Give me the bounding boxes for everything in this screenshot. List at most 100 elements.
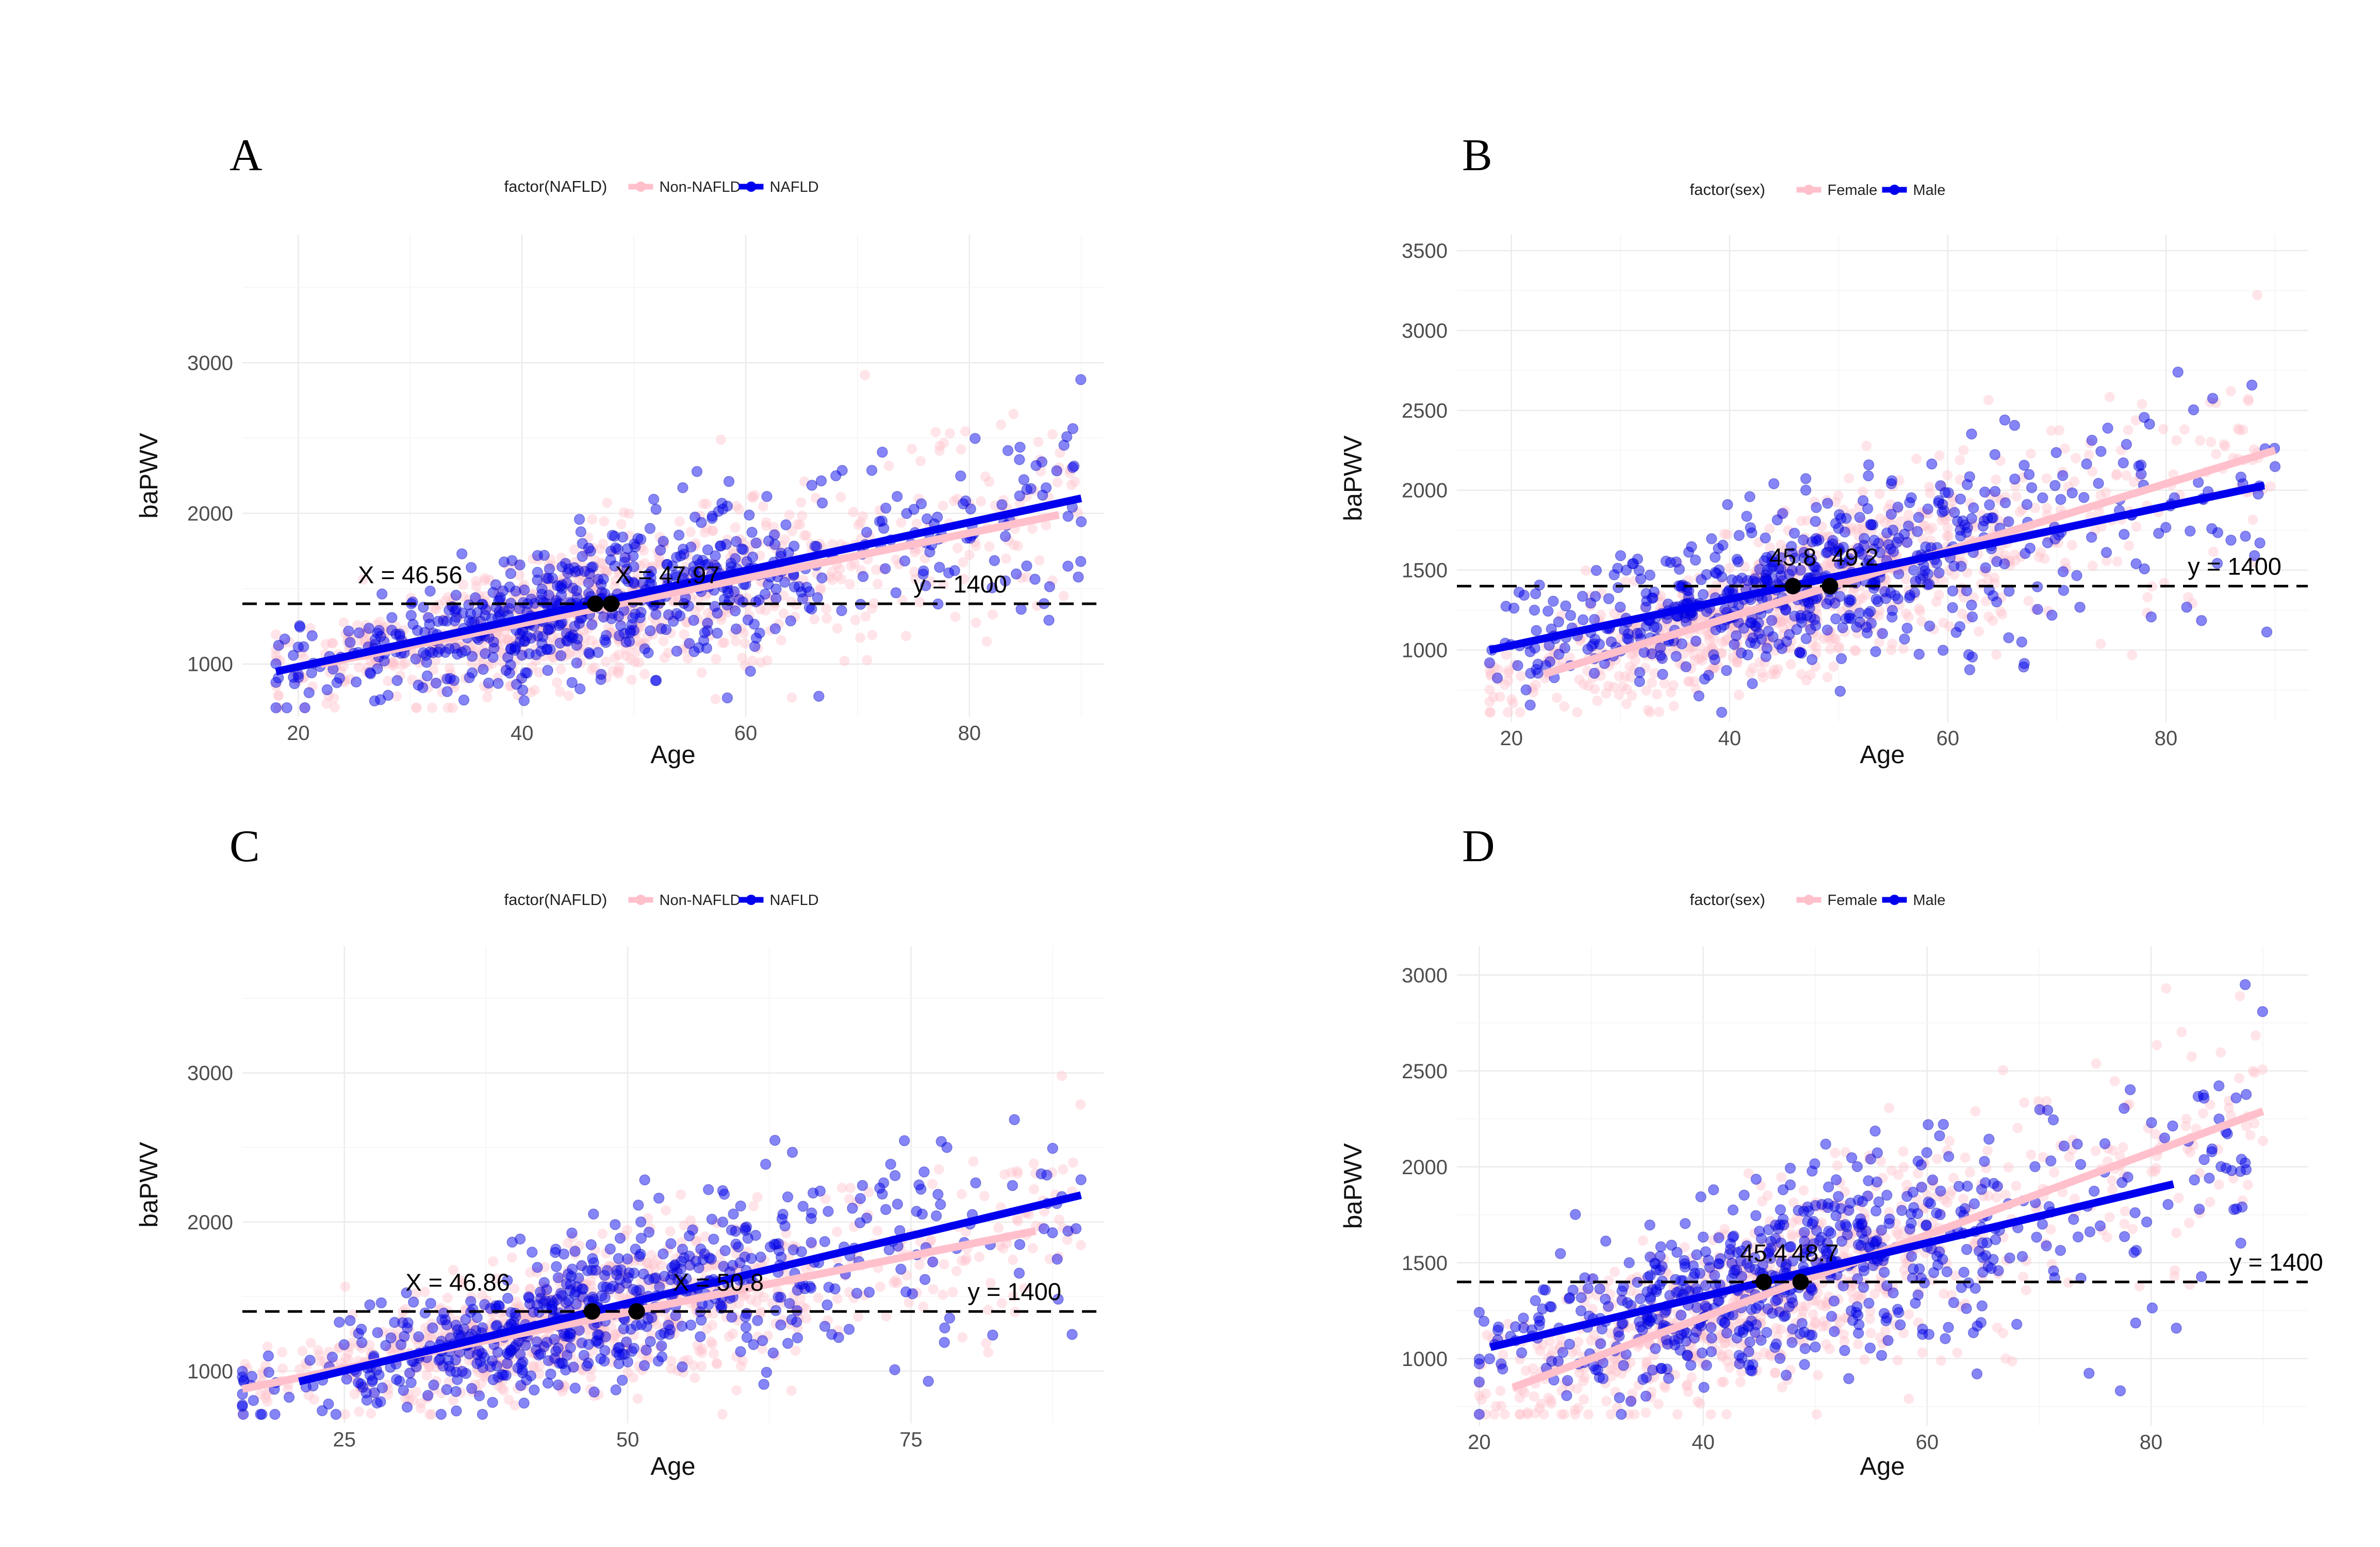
data-point: [1041, 1169, 1053, 1181]
data-point: [581, 573, 592, 584]
data-point: [1029, 573, 1041, 585]
data-point: [679, 629, 690, 640]
data-point: [821, 603, 832, 614]
data-point: [1717, 637, 1728, 648]
data-point: [1058, 1164, 1069, 1175]
data-point: [2095, 446, 2107, 457]
data-point: [1892, 1355, 1903, 1365]
data-point: [813, 1292, 824, 1303]
data-point: [587, 514, 598, 525]
intersection-point: [1784, 578, 1801, 595]
data-point: [1913, 648, 1925, 660]
data-point: [900, 1286, 912, 1297]
data-point: [488, 638, 499, 649]
data-point: [762, 655, 773, 666]
data-point: [2020, 548, 2031, 559]
data-point: [1899, 633, 1910, 645]
data-point: [610, 542, 621, 554]
data-point: [563, 563, 575, 575]
data-point: [277, 1363, 288, 1374]
data-point: [538, 627, 549, 637]
data-point: [376, 588, 388, 600]
data-point: [752, 1315, 763, 1326]
data-point: [288, 671, 299, 683]
data-point: [2057, 566, 2069, 578]
data-point: [1000, 553, 1011, 564]
data-point: [1491, 672, 1503, 684]
data-point: [836, 574, 847, 585]
data-point: [712, 607, 723, 619]
data-point: [939, 1322, 950, 1334]
data-point: [309, 1394, 320, 1405]
data-point: [733, 504, 744, 515]
x-tick-label: 20: [1500, 727, 1523, 750]
data-point: [449, 640, 460, 651]
data-point: [609, 610, 620, 621]
data-point: [811, 540, 823, 552]
data-point: [758, 577, 769, 588]
data-point: [1813, 1370, 1824, 1380]
data-point: [934, 440, 945, 451]
data-point: [498, 1370, 510, 1381]
data-point: [788, 540, 800, 552]
data-point: [523, 1292, 535, 1304]
data-point: [2011, 491, 2022, 502]
data-point: [632, 622, 643, 633]
data-point: [338, 1339, 350, 1351]
data-point: [367, 1374, 378, 1386]
data-point: [717, 1216, 729, 1228]
data-point: [630, 1243, 641, 1255]
data-point: [616, 1374, 628, 1386]
data-point: [569, 545, 580, 555]
data-point: [746, 526, 758, 538]
data-point: [1601, 688, 1612, 699]
data-point: [372, 1327, 383, 1339]
data-point: [330, 1408, 342, 1420]
data-point: [1641, 685, 1652, 696]
data-point: [834, 564, 845, 574]
data-point: [481, 597, 491, 608]
data-point: [928, 1284, 939, 1295]
data-point: [910, 547, 921, 557]
x-tick-label: 20: [287, 722, 310, 745]
data-point: [720, 538, 732, 550]
data-point: [1925, 488, 1935, 499]
data-point: [1073, 571, 1084, 583]
data-point: [1560, 600, 1571, 612]
data-point: [2046, 610, 2058, 621]
data-point: [569, 588, 580, 599]
data-point: [880, 1204, 892, 1215]
data-point: [1886, 605, 1898, 616]
data-point: [2021, 1285, 2031, 1295]
data-point: [344, 632, 355, 643]
data-point: [944, 1312, 956, 1324]
data-point: [785, 615, 796, 627]
data-point: [782, 1191, 794, 1203]
data-point: [2021, 499, 2033, 511]
data-point: [641, 1344, 652, 1356]
data-point: [1612, 563, 1623, 574]
data-point: [479, 575, 490, 586]
data-point: [1917, 1347, 1928, 1358]
data-point: [585, 1239, 597, 1250]
data-point: [702, 588, 713, 598]
data-point: [983, 1305, 994, 1315]
data-point: [964, 498, 975, 509]
data-point: [1012, 540, 1023, 551]
data-point: [610, 581, 620, 591]
data-point: [1903, 612, 1914, 622]
data-point: [639, 1174, 650, 1186]
data-point: [1614, 689, 1624, 700]
data-point: [2225, 534, 2237, 546]
data-point: [1014, 1239, 1026, 1250]
data-point: [880, 502, 892, 514]
data-point: [774, 618, 784, 629]
data-point: [770, 583, 782, 595]
data-point: [614, 636, 625, 647]
data-point: [613, 610, 623, 621]
data-point: [583, 577, 595, 589]
data-point: [576, 657, 586, 668]
intersection-point: [628, 1303, 645, 1320]
data-point: [863, 1287, 875, 1298]
